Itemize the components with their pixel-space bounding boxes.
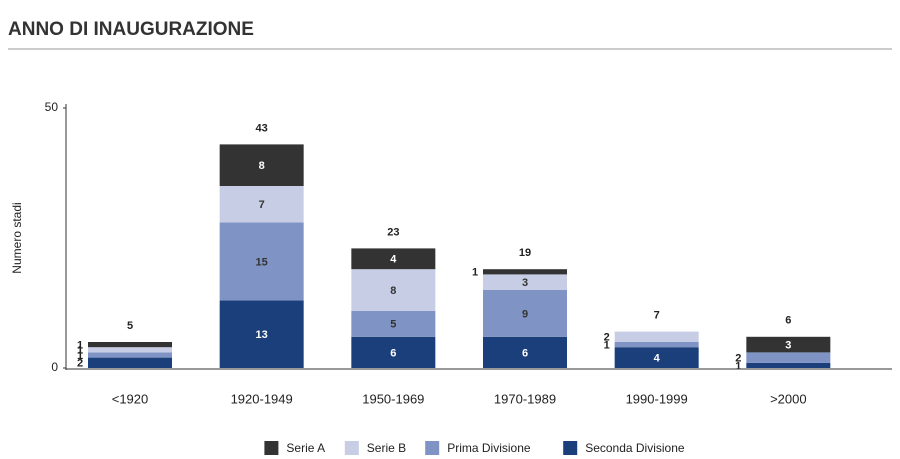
bar-segment [219, 222, 304, 301]
segment-label: 15 [256, 256, 268, 268]
segment-label: 4 [390, 254, 397, 266]
bar-segment [483, 290, 567, 337]
bar-segment [88, 342, 172, 348]
segment-label: 1 [77, 345, 83, 357]
legend-label: Seconda Divisione [585, 441, 685, 455]
segment-label: 9 [522, 308, 528, 320]
bar-segment [88, 347, 172, 353]
segment-label: 3 [522, 277, 528, 289]
segment-label: 13 [256, 329, 268, 341]
segment-label: 4 [654, 353, 661, 365]
bar-segment [351, 336, 436, 368]
x-tick-label: >2000 [770, 391, 807, 406]
segment-label: 5 [390, 319, 396, 331]
bar-segment [351, 269, 436, 311]
y-axis-label: Numero stadi [10, 202, 24, 273]
segment-label: 2 [735, 353, 741, 365]
segment-label: 6 [390, 347, 396, 359]
x-tick-label: <1920 [112, 391, 149, 406]
x-tick-label: 1950-1969 [362, 391, 424, 406]
bar-segment [746, 352, 831, 363]
total-label: 23 [387, 226, 399, 238]
segment-label: 3 [785, 340, 791, 352]
legend-swatch [425, 441, 440, 455]
legend-swatch [563, 441, 578, 455]
legend-swatch [264, 441, 279, 455]
segment-label: 1 [77, 340, 83, 352]
x-tick-label: 1990-1999 [626, 391, 688, 406]
x-tick-label: 1920-1949 [231, 391, 293, 406]
legend-label: Prima Divisione [447, 441, 531, 455]
y-tick-label: 50 [45, 100, 59, 114]
legend-label: Serie A [286, 441, 325, 455]
total-label: 19 [519, 247, 531, 259]
bar-segment [88, 352, 172, 358]
segment-label: 6 [522, 347, 528, 359]
bar-segment [88, 357, 172, 368]
y-tick-label: 0 [51, 360, 58, 374]
bar-segment [351, 248, 436, 270]
legend-swatch [344, 441, 359, 455]
total-label: 5 [127, 320, 133, 332]
bar-segment [483, 269, 567, 275]
segment-label: 1 [472, 267, 478, 279]
bar-segment [614, 347, 699, 368]
bar-segment [483, 274, 567, 290]
bar-segment [219, 300, 304, 368]
total-label: 43 [256, 122, 268, 134]
segment-label: 8 [390, 285, 396, 297]
total-label: 6 [785, 315, 791, 327]
legend-label: Serie B [367, 441, 406, 455]
bar-segment [746, 362, 831, 368]
bar-segment [746, 336, 831, 353]
segment-label: 8 [259, 160, 265, 172]
bar-segment [219, 186, 304, 223]
bar-segment [219, 144, 304, 186]
segment-label: 1 [735, 360, 741, 372]
segment-label: 2 [604, 332, 610, 344]
chart-title: ANNO DI INAUGURAZIONE [8, 19, 254, 40]
bar-segment [614, 342, 699, 348]
x-tick-label: 1970-1989 [494, 391, 556, 406]
segment-label: 7 [259, 199, 265, 211]
bar-segment [483, 336, 567, 368]
segment-label: 1 [77, 350, 83, 362]
segment-label: 2 [77, 358, 83, 370]
bar-segment [614, 331, 699, 342]
segment-label: 1 [604, 340, 610, 352]
total-label: 7 [654, 310, 660, 322]
bar-segment [351, 310, 436, 337]
